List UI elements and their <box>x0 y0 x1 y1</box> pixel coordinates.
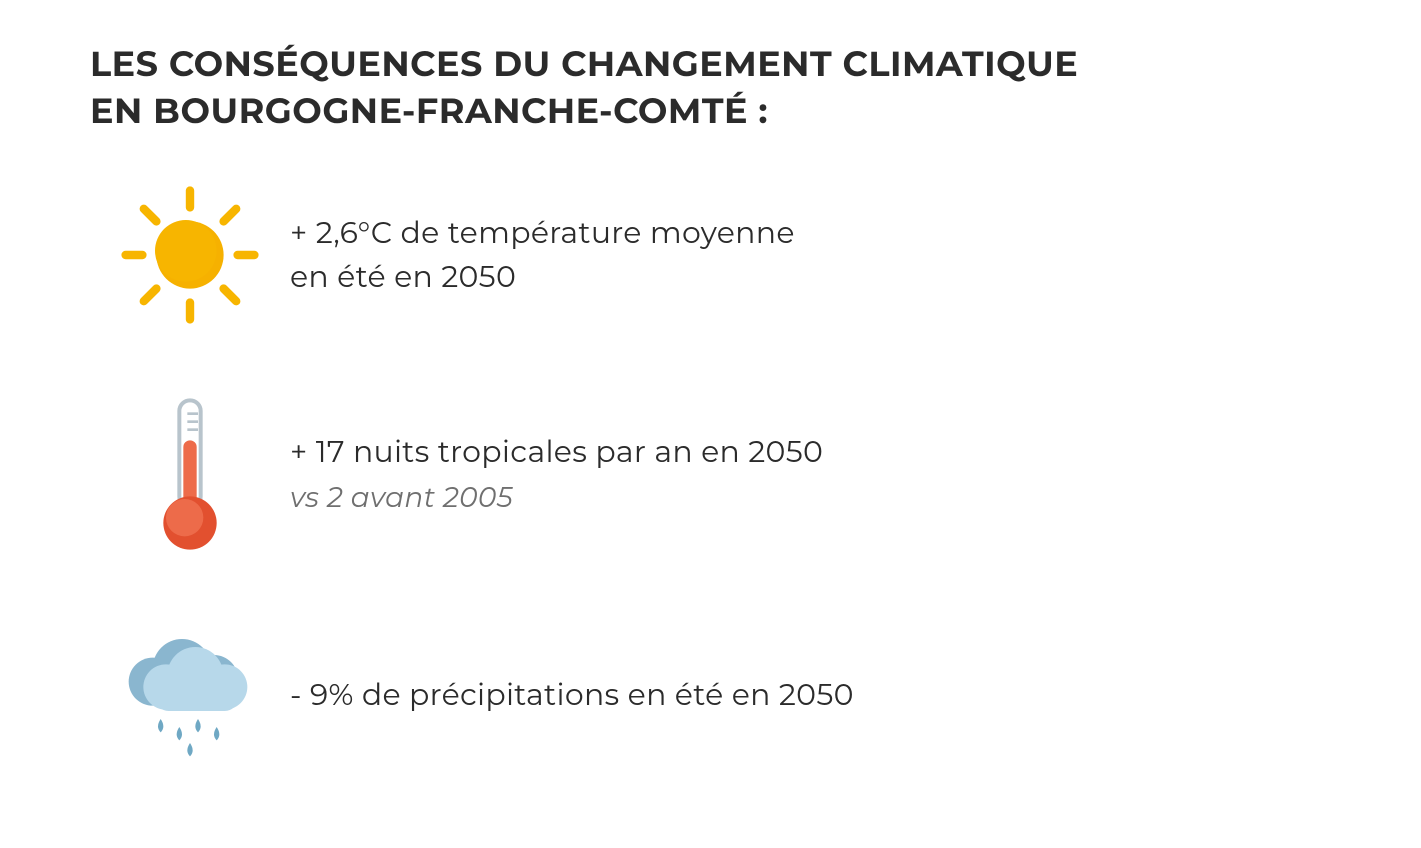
stat-line: en été en 2050 <box>290 258 516 295</box>
stat-line: + 17 nuits tropicales par an en 2050 <box>290 433 823 470</box>
sun-icon <box>90 185 290 325</box>
stat-row-precipitation: - 9% de précipitations en été en 2050 <box>90 625 1331 765</box>
thermometer-icon <box>90 395 290 555</box>
stat-line: + 2,6°C de température moyenne <box>290 214 795 251</box>
stat-subtext: vs 2 avant 2005 <box>290 478 823 519</box>
stat-row-tropical-nights: + 17 nuits tropicales par an en 2050 vs … <box>90 395 1331 555</box>
title-line-1: LES CONSÉQUENCES DU CHANGEMENT CLIMATIQU… <box>90 42 1078 85</box>
rain-cloud-icon <box>90 625 290 765</box>
stat-text-temperature: + 2,6°C de température moyenne en été en… <box>290 211 795 298</box>
page-title: LES CONSÉQUENCES DU CHANGEMENT CLIMATIQU… <box>90 40 1331 135</box>
title-line-2: EN BOURGOGNE-FRANCHE-COMTÉ : <box>90 89 768 132</box>
stat-text-tropical-nights: + 17 nuits tropicales par an en 2050 vs … <box>290 430 823 518</box>
stat-text-precipitation: - 9% de précipitations en été en 2050 <box>290 673 854 717</box>
stat-row-temperature: + 2,6°C de température moyenne en été en… <box>90 185 1331 325</box>
stat-line: - 9% de précipitations en été en 2050 <box>290 676 854 713</box>
